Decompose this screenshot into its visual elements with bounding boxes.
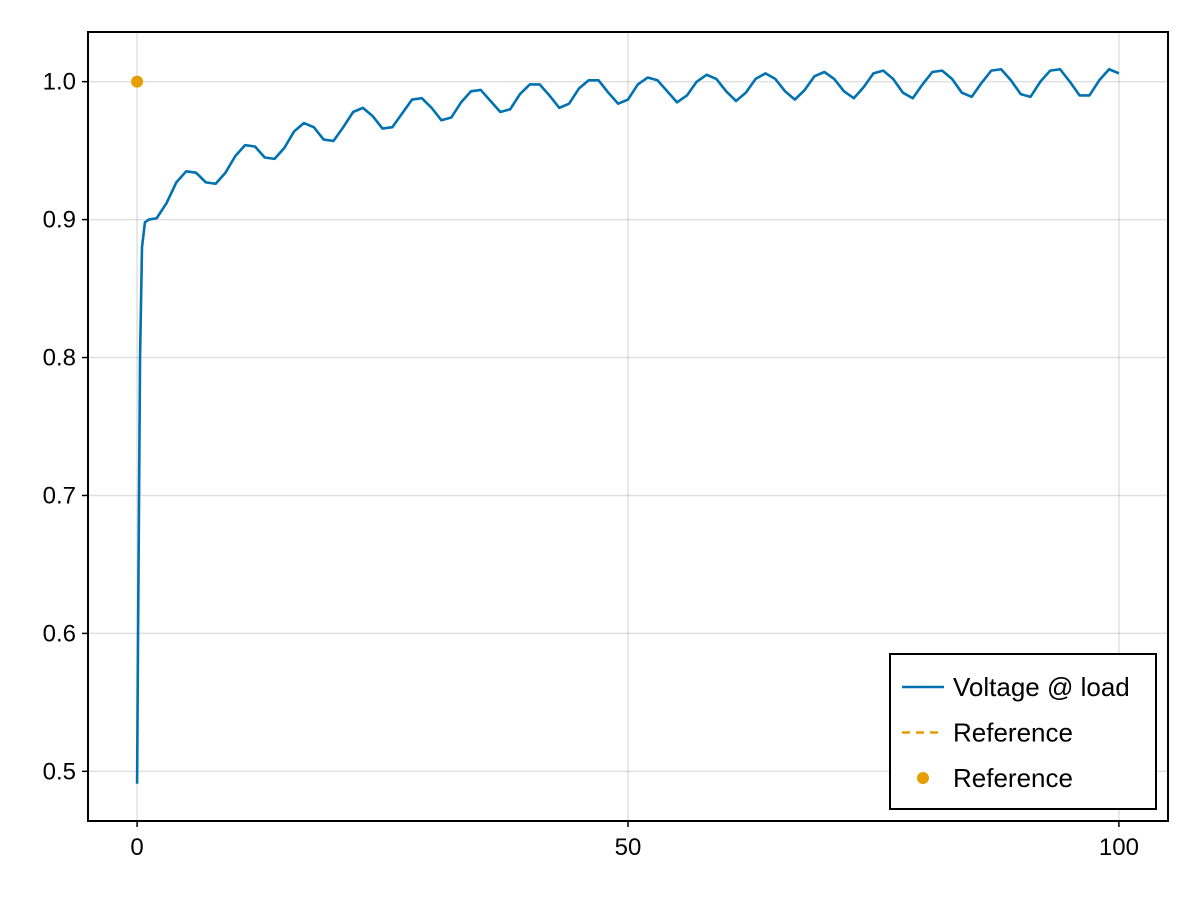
x-tick-label: 0 xyxy=(130,834,143,861)
y-tick-label: 0.5 xyxy=(43,758,76,785)
series-line-0 xyxy=(135,67,1120,784)
grid-layer xyxy=(88,32,1168,821)
legend-label-0: Voltage @ load xyxy=(953,672,1130,702)
y-tick-label: 1.0 xyxy=(43,69,76,96)
axis-layer: 0 50 100 0.5 0.6 0.7 0.8 0.9 1.0 xyxy=(43,69,1139,861)
y-tick-label: 0.9 xyxy=(43,207,76,234)
legend-label-1: Reference xyxy=(953,718,1073,748)
x-tick-label: 50 xyxy=(615,834,642,861)
x-tick-label: 100 xyxy=(1099,834,1139,861)
legend: Voltage @ load Reference Reference xyxy=(889,653,1157,810)
y-tick-label: 0.7 xyxy=(43,482,76,509)
legend-swatch-2 xyxy=(917,772,929,784)
legend-label-2: Reference xyxy=(953,763,1073,793)
series-layer xyxy=(131,67,1120,784)
y-tick-label: 0.6 xyxy=(43,620,76,647)
y-tick-label: 0.8 xyxy=(43,345,76,372)
series-point-2 xyxy=(131,75,144,88)
